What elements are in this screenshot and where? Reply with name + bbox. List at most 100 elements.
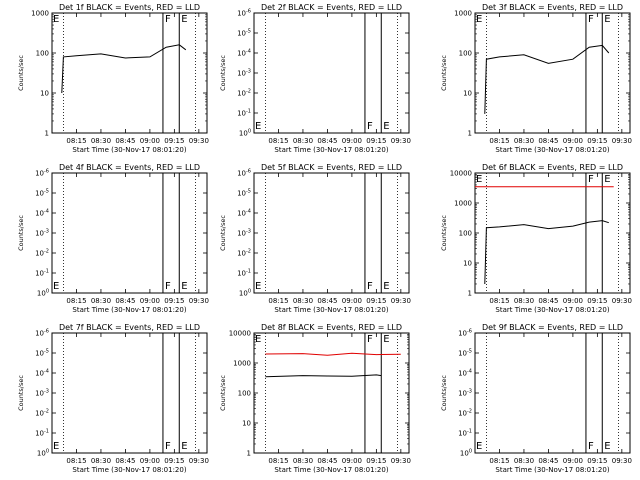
marker-label-f: F (588, 441, 594, 452)
edge-marker-label: E (53, 281, 59, 292)
x-axis-label: Start Time (30-Nov-17 08:01:20) (274, 146, 388, 154)
y-tick-label: 1000 (454, 10, 472, 18)
plot-frame (51, 332, 208, 454)
marker-label-f: F (367, 121, 373, 132)
panel-7: Det 7f BLACK = Events, RED = LLD Counts/s… (17, 323, 209, 474)
y-tick-label: 10-3 (458, 389, 472, 398)
panel-title: Det 3f BLACK = Events, RED = LLD (482, 3, 623, 12)
y-tick-label: 10-5 (237, 29, 251, 38)
x-tick-label: 09:15 (164, 457, 184, 465)
panel-8: Det 8f BLACK = Events, RED = LLD Counts/s… (219, 323, 411, 474)
x-tick-label: 09:00 (342, 137, 362, 145)
plot-frame (474, 332, 631, 454)
y-tick-label: 10-5 (237, 189, 251, 198)
marker-label-f: F (165, 281, 171, 292)
y-tick-label: 10 (242, 420, 251, 428)
x-tick-label: 08:15 (489, 137, 509, 145)
edge-marker-label: E (255, 281, 261, 292)
marker-label-e: E (383, 281, 389, 292)
marker-label-e: E (383, 121, 389, 132)
y-tick-label: 10-1 (458, 429, 472, 438)
x-tick-label: 08:30 (91, 457, 111, 465)
x-tick-label: 08:30 (514, 137, 534, 145)
panel-5: Det 5f BLACK = Events, RED = LLD Counts/s… (219, 163, 411, 314)
y-tick-label: 10-6 (237, 9, 251, 18)
x-tick-label: 09:30 (189, 457, 209, 465)
x-tick-label: 08:45 (538, 457, 558, 465)
y-tick-label: 1 (45, 130, 49, 138)
series-black (61, 44, 187, 94)
edge-marker-label: E (53, 14, 59, 25)
x-axis-label: Start Time (30-Nov-17 08:01:20) (274, 306, 388, 314)
x-tick-label: 09:00 (140, 137, 160, 145)
edge-marker-label: E (476, 14, 482, 25)
x-tick-label: 08:15 (268, 137, 288, 145)
y-tick-label: 1 (468, 290, 472, 298)
x-tick-label: 09:00 (140, 457, 160, 465)
x-axis-label: Start Time (30-Nov-17 08:01:20) (72, 466, 186, 474)
x-tick-label: 08:45 (115, 137, 135, 145)
y-tick-label: 10-4 (35, 209, 49, 218)
y-tick-label: 10-4 (35, 369, 49, 378)
y-tick-label: 10-1 (237, 109, 251, 118)
x-tick-label: 09:15 (587, 297, 607, 305)
y-tick-label: 100 (36, 50, 49, 58)
y-tick-label: 10-6 (35, 169, 49, 178)
panel-6: Det 6f BLACK = Events, RED = LLD Counts/s… (440, 163, 632, 314)
panel-title: Det 8f BLACK = Events, RED = LLD (261, 323, 402, 332)
marker-label-f: F (165, 441, 171, 452)
x-tick-label: 09:30 (391, 297, 411, 305)
y-tick-label: 10-2 (458, 409, 472, 418)
y-tick-label: 10 (40, 90, 49, 98)
panel-title: Det 2f BLACK = Events, RED = LLD (261, 3, 402, 12)
x-tick-label: 08:15 (66, 457, 86, 465)
x-tick-label: 08:45 (538, 137, 558, 145)
panel-title: Det 1f BLACK = Events, RED = LLD (59, 3, 200, 12)
marker-label-f: F (165, 14, 171, 25)
x-tick-label: 09:30 (612, 297, 632, 305)
x-tick-label: 08:45 (317, 457, 337, 465)
marker-label-f: F (367, 281, 373, 292)
series-red (265, 352, 401, 356)
y-tick-label: 10-3 (35, 229, 49, 238)
plot-frame (474, 172, 631, 294)
plot-frame (253, 172, 410, 294)
x-axis-label: Start Time (30-Nov-17 08:01:20) (274, 466, 388, 474)
plot-frame (51, 172, 208, 294)
plot-frame (474, 12, 631, 134)
y-tick-label: 10-1 (35, 429, 49, 438)
x-tick-label: 09:00 (342, 457, 362, 465)
x-tick-label: 08:15 (268, 297, 288, 305)
x-tick-label: 08:15 (268, 457, 288, 465)
marker-label-e: E (181, 441, 187, 452)
x-tick-label: 09:15 (587, 457, 607, 465)
panel-title: Det 4f BLACK = Events, RED = LLD (59, 163, 200, 172)
marker-label-e: E (181, 14, 187, 25)
x-tick-label: 08:30 (91, 297, 111, 305)
x-tick-label: 08:45 (538, 297, 558, 305)
edge-marker-label: E (476, 441, 482, 452)
x-tick-label: 09:15 (164, 137, 184, 145)
y-axis-label: Counts/sec (440, 55, 448, 91)
y-tick-label: 1 (247, 450, 251, 458)
x-tick-label: 08:45 (115, 297, 135, 305)
y-tick-label: 1000 (454, 200, 472, 208)
edge-marker-label: E (255, 121, 261, 132)
panel-4: Det 4f BLACK = Events, RED = LLD Counts/s… (17, 163, 209, 314)
x-axis-label: Start Time (30-Nov-17 08:01:20) (72, 146, 186, 154)
y-axis-label: Counts/sec (17, 215, 25, 251)
x-tick-label: 09:00 (563, 457, 583, 465)
panel-9: Det 9f BLACK = Events, RED = LLD Counts/s… (440, 323, 632, 474)
y-tick-label: 10-2 (237, 89, 251, 98)
x-tick-label: 09:15 (164, 297, 184, 305)
y-tick-label: 10-2 (237, 249, 251, 258)
panel-2: Det 2f BLACK = Events, RED = LLD Counts/s… (219, 3, 411, 154)
y-tick-label: 1000 (233, 360, 251, 368)
y-tick-label: 10-5 (458, 349, 472, 358)
y-tick-label: 10 (463, 260, 472, 268)
x-axis-label: Start Time (30-Nov-17 08:01:20) (495, 466, 609, 474)
y-tick-label: 10-4 (237, 49, 251, 58)
x-tick-label: 09:30 (612, 457, 632, 465)
panel-title: Det 7f BLACK = Events, RED = LLD (59, 323, 200, 332)
marker-label-e: E (604, 14, 610, 25)
